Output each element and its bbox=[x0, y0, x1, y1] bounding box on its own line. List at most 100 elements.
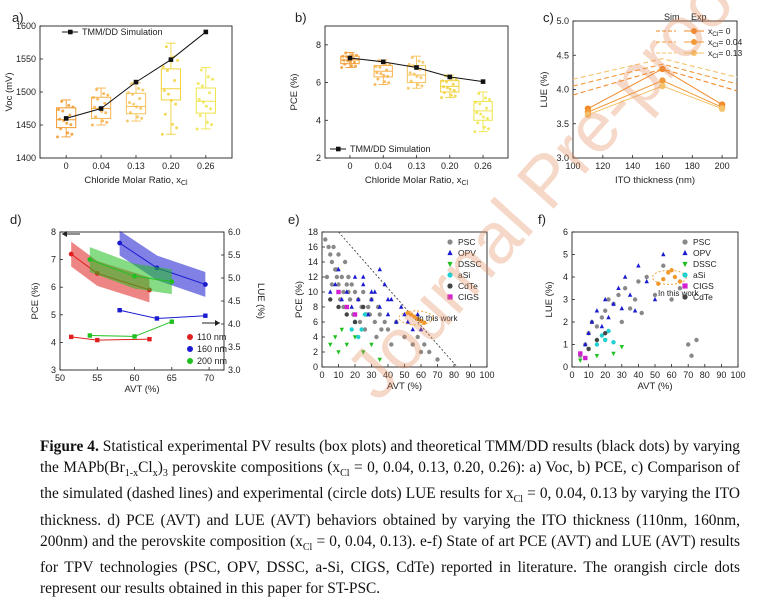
legend-marker bbox=[447, 239, 453, 245]
box-point bbox=[376, 77, 380, 81]
data-point bbox=[362, 312, 368, 317]
x-tick-label: 10 bbox=[333, 370, 343, 380]
legend-label: DSSC bbox=[693, 259, 717, 269]
y-tick-label: 18 bbox=[308, 227, 318, 237]
series-cigs bbox=[336, 289, 358, 317]
box-point bbox=[140, 116, 144, 120]
data-point bbox=[677, 279, 683, 284]
data-point bbox=[578, 351, 583, 356]
axis-arrow-head bbox=[62, 231, 67, 237]
y-tick-label: 2 bbox=[563, 317, 568, 327]
box-point bbox=[200, 84, 204, 88]
pce-point bbox=[169, 279, 175, 285]
legend-label: 110 nm bbox=[197, 332, 226, 342]
y-tick-label: 1 bbox=[563, 340, 568, 350]
caption-text: = 0, 0.04, 0.13 by varying the ITO thick… bbox=[40, 485, 740, 550]
box-point bbox=[204, 104, 208, 108]
box-point bbox=[173, 79, 177, 83]
annotation: In this work bbox=[658, 289, 699, 298]
data-point bbox=[344, 289, 349, 294]
x-tick-label: 0 bbox=[569, 370, 574, 380]
lue-point bbox=[154, 316, 160, 321]
box-point bbox=[59, 127, 63, 131]
data-point bbox=[385, 311, 391, 317]
data-point bbox=[586, 330, 591, 336]
x-tick-label: 120 bbox=[595, 161, 610, 171]
box-point bbox=[101, 119, 105, 123]
data-point bbox=[369, 296, 374, 302]
x-tick-label: 70 bbox=[204, 373, 214, 383]
y-tick-label: 8 bbox=[316, 40, 321, 50]
simulation-point bbox=[414, 65, 419, 70]
x-tick-label: 30 bbox=[617, 370, 627, 380]
series-cdte bbox=[586, 331, 608, 352]
data-point bbox=[619, 344, 624, 350]
x-tick-label: 70 bbox=[432, 370, 442, 380]
y-tick-label: 12 bbox=[308, 272, 318, 282]
box-body bbox=[56, 107, 77, 129]
legend-label: DSSC bbox=[458, 259, 482, 269]
simulation-point bbox=[380, 59, 386, 65]
box-point bbox=[61, 109, 65, 113]
data-point bbox=[357, 319, 363, 325]
data-point bbox=[408, 312, 414, 317]
data-point bbox=[344, 342, 349, 348]
box-point bbox=[106, 93, 110, 97]
box-point bbox=[340, 65, 344, 69]
data-point bbox=[377, 357, 382, 363]
data-point bbox=[342, 259, 348, 265]
box-point bbox=[67, 103, 71, 107]
data-point bbox=[369, 342, 374, 348]
legend-label-tail: = 0.13 bbox=[718, 48, 742, 58]
data-point bbox=[661, 277, 666, 282]
box-point bbox=[350, 53, 354, 57]
lue-point bbox=[95, 337, 100, 343]
sim-line bbox=[572, 58, 738, 80]
box-point bbox=[388, 63, 392, 67]
box-point bbox=[443, 91, 447, 95]
pce-point bbox=[132, 273, 137, 279]
lue-point bbox=[87, 333, 93, 338]
exp-point bbox=[659, 77, 666, 84]
caption-subscript: x bbox=[152, 467, 158, 479]
box-point bbox=[162, 89, 166, 93]
data-point bbox=[627, 306, 633, 311]
simulation-line bbox=[66, 31, 207, 119]
data-point bbox=[369, 289, 374, 294]
x-axis-label: AVT (%) bbox=[124, 384, 159, 395]
data-point bbox=[394, 319, 399, 324]
pce-point bbox=[68, 251, 74, 257]
exp-point bbox=[659, 65, 666, 73]
caption-text: Cl bbox=[138, 458, 153, 476]
caption-text: Statistical experimental PV results (box… bbox=[40, 438, 740, 476]
data-point bbox=[583, 341, 588, 347]
box-point bbox=[453, 94, 457, 98]
x-tick-label: 80 bbox=[700, 370, 710, 380]
y-tick-label: 3.5 bbox=[556, 119, 569, 129]
lue-line bbox=[89, 321, 173, 337]
data-point bbox=[410, 342, 415, 347]
data-point bbox=[435, 357, 440, 362]
data-point bbox=[361, 350, 366, 355]
panel-label: c) bbox=[543, 10, 554, 25]
caption-subscript: 1-x bbox=[124, 467, 139, 479]
legend-marker bbox=[187, 358, 193, 364]
box-point bbox=[419, 76, 423, 80]
x-tick-label: 50 bbox=[55, 373, 65, 383]
data-point bbox=[336, 304, 341, 310]
data-point bbox=[661, 263, 666, 268]
legend-label-tail: = 0 bbox=[718, 26, 730, 36]
data-point bbox=[599, 323, 605, 329]
data-point bbox=[594, 353, 600, 359]
data-point bbox=[329, 259, 335, 265]
legend-marker bbox=[447, 294, 453, 300]
data-point bbox=[347, 297, 353, 302]
x-tick-label: 30 bbox=[366, 370, 376, 380]
simulation-point bbox=[347, 55, 353, 61]
box-point bbox=[475, 111, 479, 115]
data-point bbox=[377, 266, 382, 272]
x-axis-label-sub: Cl bbox=[181, 180, 188, 187]
data-point bbox=[339, 296, 344, 302]
legend-label: TMM/DD Simulation bbox=[350, 144, 431, 154]
y-tick-label: 4 bbox=[563, 272, 568, 282]
